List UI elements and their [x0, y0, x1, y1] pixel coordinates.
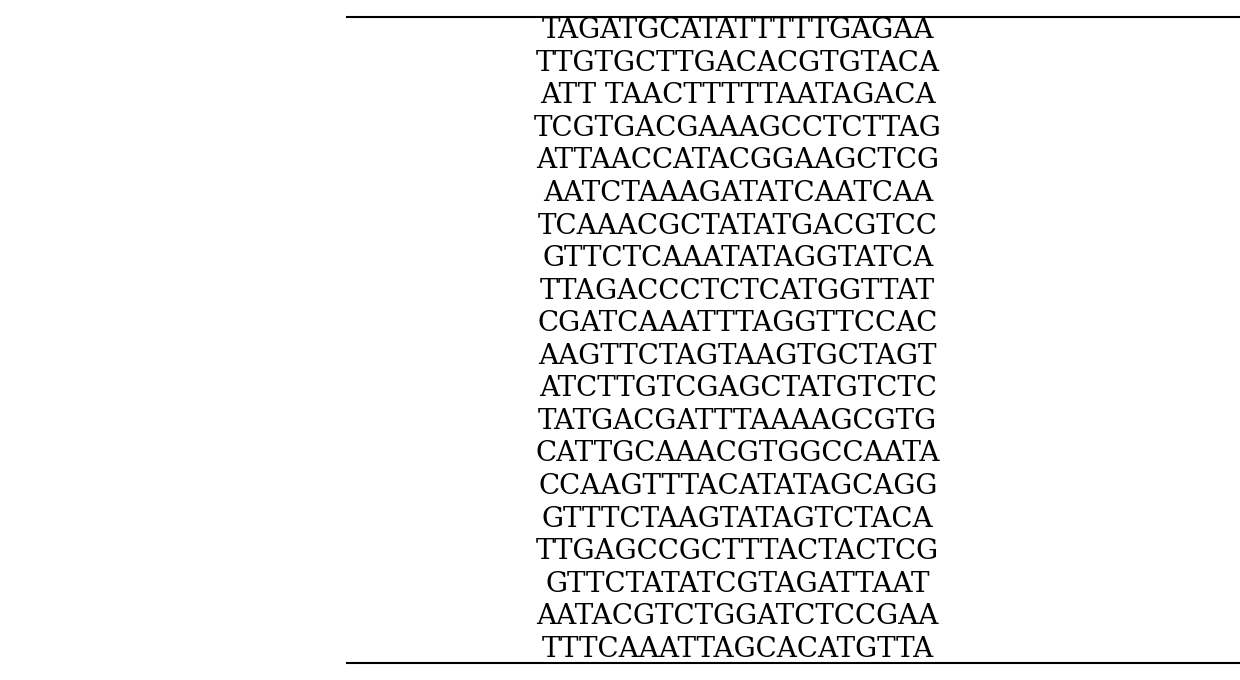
Text: ATT TAACTTTTTAATAGACA: ATT TAACTTTTTAATAGACA	[539, 82, 936, 109]
Text: ATTAACCATACGGAAGCTCG: ATTAACCATACGGAAGCTCG	[536, 148, 940, 174]
Text: CATTGCAAACGTGGCCAATA: CATTGCAAACGTGGCCAATA	[536, 441, 940, 467]
Text: TTAGACCCTCTCATGGTTAT: TTAGACCCTCTCATGGTTAT	[541, 277, 935, 305]
Text: CCAAGTTTACATATAGCAGG: CCAAGTTTACATATAGCAGG	[538, 473, 937, 500]
Text: TTTCAAATTAGCACATGTTA: TTTCAAATTAGCACATGTTA	[542, 636, 934, 663]
Text: TCAAACGCTATATGACGTCC: TCAAACGCTATATGACGTCC	[538, 213, 937, 239]
Text: TATGACGATTTAAAAGCGTG: TATGACGATTTAAAAGCGTG	[538, 408, 937, 435]
Text: CGATCAAATTTAGGTTCCAC: CGATCAAATTTAGGTTCCAC	[538, 310, 937, 337]
Text: AATACGTCTGGATCTCCGAA: AATACGTCTGGATCTCCGAA	[537, 603, 939, 630]
Text: AATCTAAAGATATCAATCAA: AATCTAAAGATATCAATCAA	[543, 180, 932, 207]
Text: AAGTTCTAGTAAGTGCTAGT: AAGTTCTAGTAAGTGCTAGT	[538, 343, 937, 370]
Text: GTTCTATATCGTAGATTAAT: GTTCTATATCGTAGATTAAT	[546, 571, 930, 598]
Text: TAGATGCATATTTTTGAGAA: TAGATGCATATTTTTGAGAA	[542, 17, 934, 44]
Text: TTGAGCCGCTTTACTACTCG: TTGAGCCGCTTTACTACTCG	[536, 538, 940, 565]
Text: GTTTCTAAGTATAGTCTACA: GTTTCTAAGTATAGTCTACA	[542, 506, 934, 532]
Text: ATCTTGTCGAGCTATGTCTC: ATCTTGTCGAGCTATGTCTC	[539, 375, 936, 403]
Text: TCGTGACGAAAGCCTCTTAG: TCGTGACGAAAGCCTCTTAG	[534, 115, 941, 142]
Text: GTTCTCAAATATAGGTATCA: GTTCTCAAATATAGGTATCA	[542, 245, 934, 272]
Text: TTGTGCTTGACACGTGTACA: TTGTGCTTGACACGTGTACA	[536, 50, 940, 77]
